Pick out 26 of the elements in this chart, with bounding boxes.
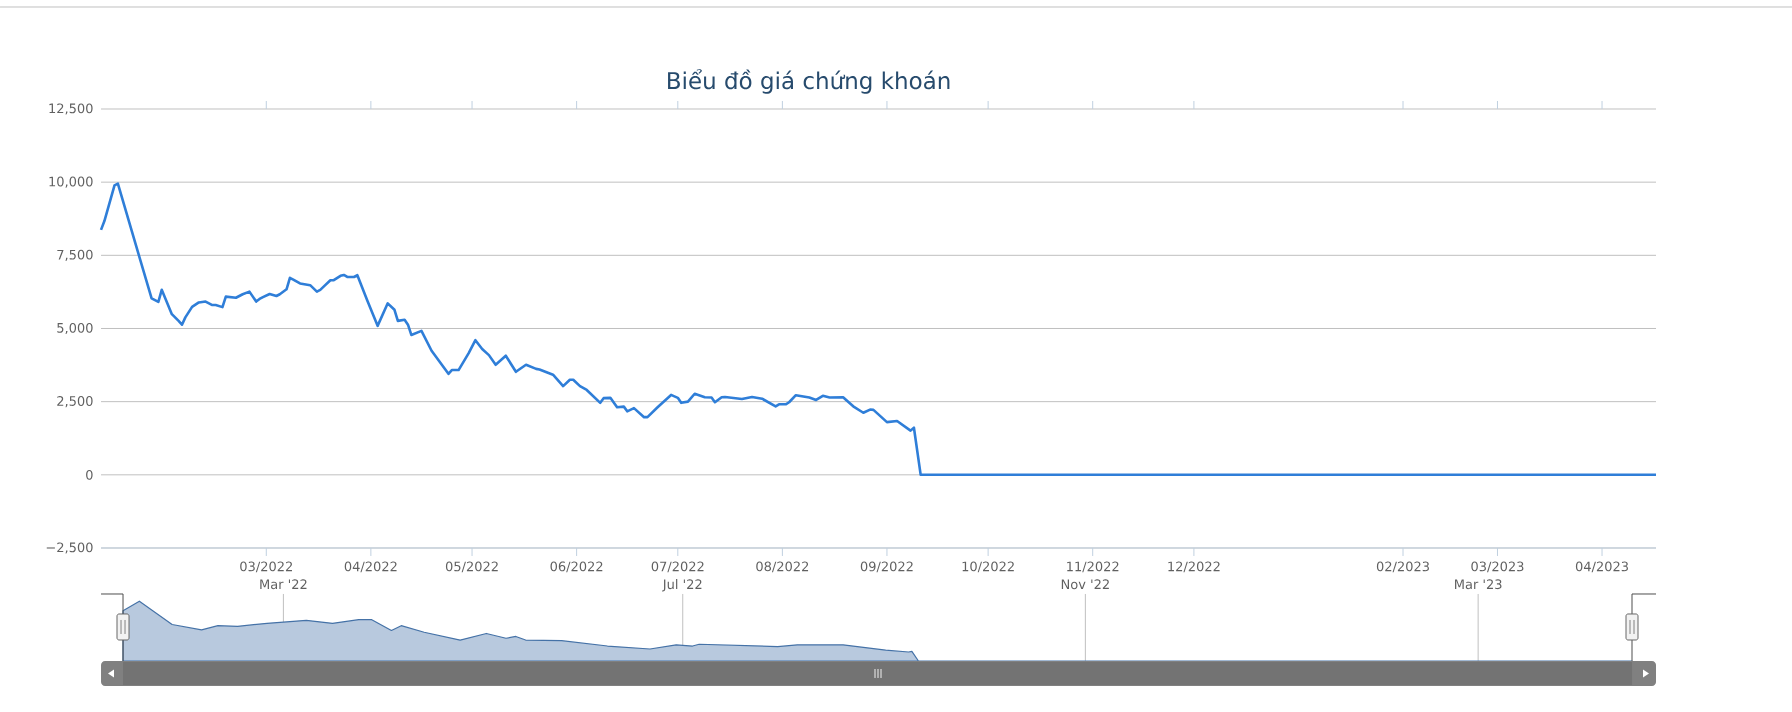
y-tick-label: 2,500	[57, 396, 93, 408]
x-tick-label: 10/2022	[962, 561, 1014, 573]
x-tick-label: 06/2022	[550, 561, 603, 573]
x-tick-label: 02/2023	[1376, 561, 1429, 573]
x-tick-label: 05/2022	[445, 561, 498, 573]
x-tick-label: 11/2022	[1067, 561, 1119, 573]
x-tick-label: Mar '22	[260, 579, 307, 590]
y-tick-label: 7,500	[57, 249, 93, 261]
y-tick-label: 5,000	[57, 322, 93, 335]
y-tick-label: −2,500	[46, 542, 93, 554]
x-tick-label: 04/2022	[344, 561, 397, 573]
line-series	[99, 182, 1658, 477]
x-tick-label: 12/2022	[1168, 561, 1220, 573]
x-tick-label: Nov '22	[1061, 579, 1109, 590]
y-tick-label: 0	[86, 469, 93, 480]
x-tick-label: 09/2022	[860, 561, 913, 573]
y-tick-label: 12,500	[49, 103, 93, 115]
x-tick-label: 07/2022	[651, 561, 704, 573]
x-tick-label: Jul '22	[662, 579, 702, 592]
x-tick-label: 08/2022	[756, 561, 809, 573]
y-tick-label: 10,000	[49, 176, 93, 188]
x-tick-label: 03/2022	[240, 561, 292, 573]
chart-title: Biểu đồ giá chứng khoán	[668, 69, 950, 94]
x-tick-label: 04/2023	[1575, 561, 1628, 573]
x-tick-label: Mar '23	[1455, 579, 1502, 590]
x-tick-label: 03/2023	[1471, 561, 1524, 573]
